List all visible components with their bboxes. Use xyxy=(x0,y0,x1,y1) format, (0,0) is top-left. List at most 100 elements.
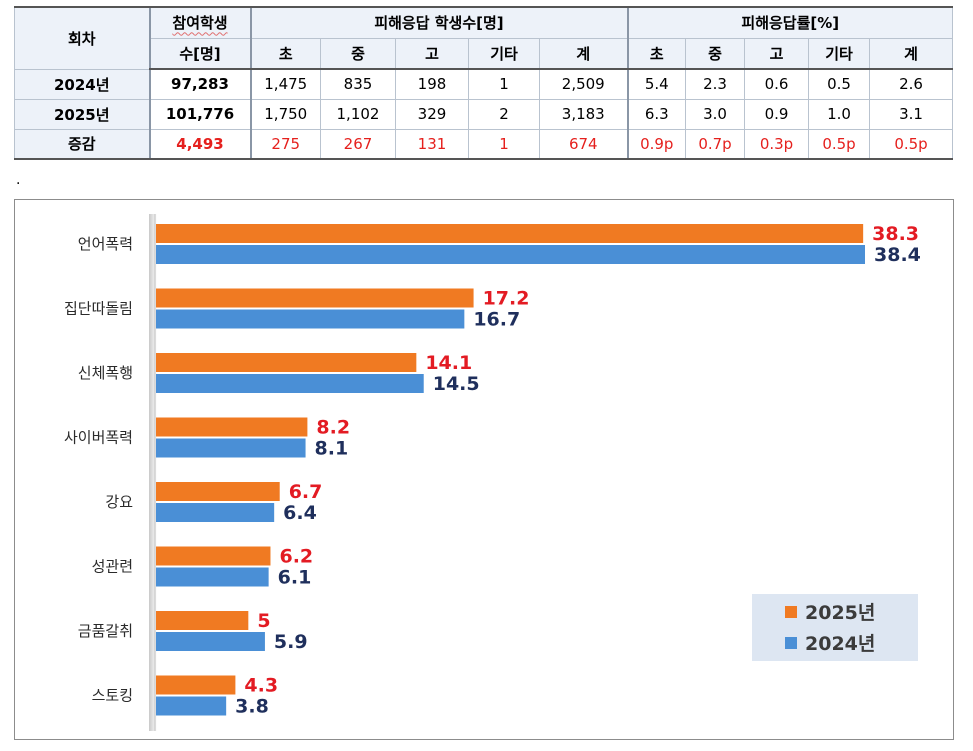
bar-2024 xyxy=(156,632,265,651)
legend-item-2025: 2025년 xyxy=(752,596,918,627)
data-label-2024: 16.7 xyxy=(473,309,520,331)
category-label: 스토킹 xyxy=(92,687,133,705)
bar-2025 xyxy=(156,224,864,243)
data-label-2024: 3.8 xyxy=(235,696,269,718)
table-row: 2025년 101,776 1,750 1,102 329 2 3,183 6.… xyxy=(14,98,954,130)
category-label: 언어폭력 xyxy=(78,235,133,253)
damage-response-table: 회차 참여학생 피해응답 학생수[명] 피해응답률[%] 수[명] 초 중 고 … xyxy=(14,6,954,160)
data-label-2024: 14.5 xyxy=(433,373,480,395)
cell-rate: 0.5p xyxy=(808,128,871,160)
legend-label-2025: 2025년 xyxy=(805,602,876,624)
bar-chart-frame: 언어폭력 38.3 38.4 집단따돌림 17.2 16.7 신체폭행 14.1 14.5 사이버… xyxy=(14,199,954,740)
header-sub: 초 xyxy=(249,37,321,70)
cell-rate: 2.3 xyxy=(685,68,746,100)
header-sub: 초 xyxy=(626,37,687,70)
data-label-2025: 6.2 xyxy=(279,546,313,568)
cell-rate: 0.9 xyxy=(744,98,810,130)
cell-rate: 5.4 xyxy=(626,68,687,100)
bar-2024 xyxy=(156,503,275,522)
violence-type-bar-chart: 언어폭력 38.338.4 집단따돌림 17.216.7 신체폭행 14.114.5 사이버… xyxy=(64,214,921,731)
cell-count: 1 xyxy=(468,128,540,160)
cell-rate: 1.0 xyxy=(808,98,871,130)
bar-2025 xyxy=(156,417,308,437)
bar-2025 xyxy=(156,546,271,566)
bar-2024 xyxy=(156,438,306,458)
legend-swatch-2025 xyxy=(785,605,797,618)
axis-shade xyxy=(149,214,157,731)
data-label-2025: 14.1 xyxy=(425,352,472,374)
data-label-2025: 17.2 xyxy=(483,288,530,310)
header-sub: 고 xyxy=(744,37,810,70)
bar-2025 xyxy=(156,482,280,501)
cell-participants: 101,776 xyxy=(148,98,251,130)
bar-2025 xyxy=(156,675,236,695)
legend-item-2024: 2024년 xyxy=(752,627,918,658)
data-label-2024: 38.4 xyxy=(874,244,921,266)
cell-rate: 0.6 xyxy=(744,68,810,100)
header-sub: 기타 xyxy=(468,37,540,70)
category-label: 성관련 xyxy=(92,558,133,576)
cell-count: 1,102 xyxy=(320,98,396,130)
cell-rate: 0.3p xyxy=(744,128,810,160)
cell-count: 131 xyxy=(395,128,469,160)
table-row: 2024년 97,283 1,475 835 198 1 2,509 5.4 2… xyxy=(14,68,954,100)
chart-legend: 2025년 2024년 xyxy=(752,594,918,661)
header-participants-line1: 참여학생 xyxy=(148,6,251,39)
separator-dot: . xyxy=(16,172,21,188)
cell-rate: 0.7p xyxy=(685,128,746,160)
data-label-2024: 5.9 xyxy=(274,631,308,653)
data-label-2024: 6.1 xyxy=(278,567,312,589)
data-label-2024: 8.1 xyxy=(315,438,349,460)
cell-count: 1 xyxy=(468,68,540,100)
header-sub: 기타 xyxy=(808,37,871,70)
bar-2025 xyxy=(156,611,249,630)
cell-rate: 6.3 xyxy=(626,98,687,130)
bar-2024 xyxy=(156,309,465,329)
header-victim-count-group: 피해응답 학생수[명] xyxy=(249,6,629,39)
data-label-2025: 38.3 xyxy=(872,223,919,245)
bar-2024 xyxy=(156,696,227,716)
legend-swatch-2024 xyxy=(785,636,797,649)
data-label-2025: 4.3 xyxy=(244,675,278,697)
cell-count: 198 xyxy=(395,68,469,100)
header-sub: 계 xyxy=(869,37,954,70)
cell-count: 835 xyxy=(320,68,396,100)
cell-count: 674 xyxy=(538,128,629,160)
row-label: 2025년 xyxy=(14,98,150,130)
header-round: 회차 xyxy=(14,6,150,70)
data-label-2025: 8.2 xyxy=(316,417,350,439)
cell-participants: 4,493 xyxy=(148,128,251,160)
row-label: 증감 xyxy=(14,128,150,160)
bar-2024 xyxy=(156,567,269,587)
cell-rate: 3.0 xyxy=(685,98,746,130)
cell-rate: 3.1 xyxy=(869,98,954,130)
cell-count: 329 xyxy=(395,98,469,130)
cell-rate: 2.6 xyxy=(869,68,954,100)
header-victim-rate-group: 피해응답률[%] xyxy=(626,6,954,39)
category-label: 집단따돌림 xyxy=(64,300,133,318)
cell-count: 275 xyxy=(249,128,321,160)
row-label: 2024년 xyxy=(14,68,150,100)
category-label: 신체폭행 xyxy=(78,364,133,382)
cell-rate: 0.5 xyxy=(808,68,871,100)
category-label: 금품갈취 xyxy=(78,622,133,640)
cell-count: 2 xyxy=(468,98,540,130)
category-label: 강요 xyxy=(105,493,133,511)
cell-count: 2,509 xyxy=(538,68,629,100)
cell-count: 267 xyxy=(320,128,396,160)
cell-rate: 0.5p xyxy=(869,128,954,160)
header-sub: 고 xyxy=(395,37,469,70)
table-row-change: 증감 4,493 275 267 131 1 674 0.9p 0.7p 0.3… xyxy=(14,128,954,160)
bar-2025 xyxy=(156,288,474,308)
cell-count: 1,750 xyxy=(249,98,321,130)
header-sub: 중 xyxy=(685,37,746,70)
cell-count: 3,183 xyxy=(538,98,629,130)
legend-label-2024: 2024년 xyxy=(805,633,876,655)
cell-participants: 97,283 xyxy=(148,68,251,100)
header-participants-line2: 수[명] xyxy=(148,37,251,70)
header-sub: 계 xyxy=(538,37,629,70)
cell-rate: 0.9p xyxy=(626,128,687,160)
cell-count: 1,475 xyxy=(249,68,321,100)
data-label-2025: 6.7 xyxy=(289,481,323,503)
data-label-2025: 5 xyxy=(257,610,270,632)
